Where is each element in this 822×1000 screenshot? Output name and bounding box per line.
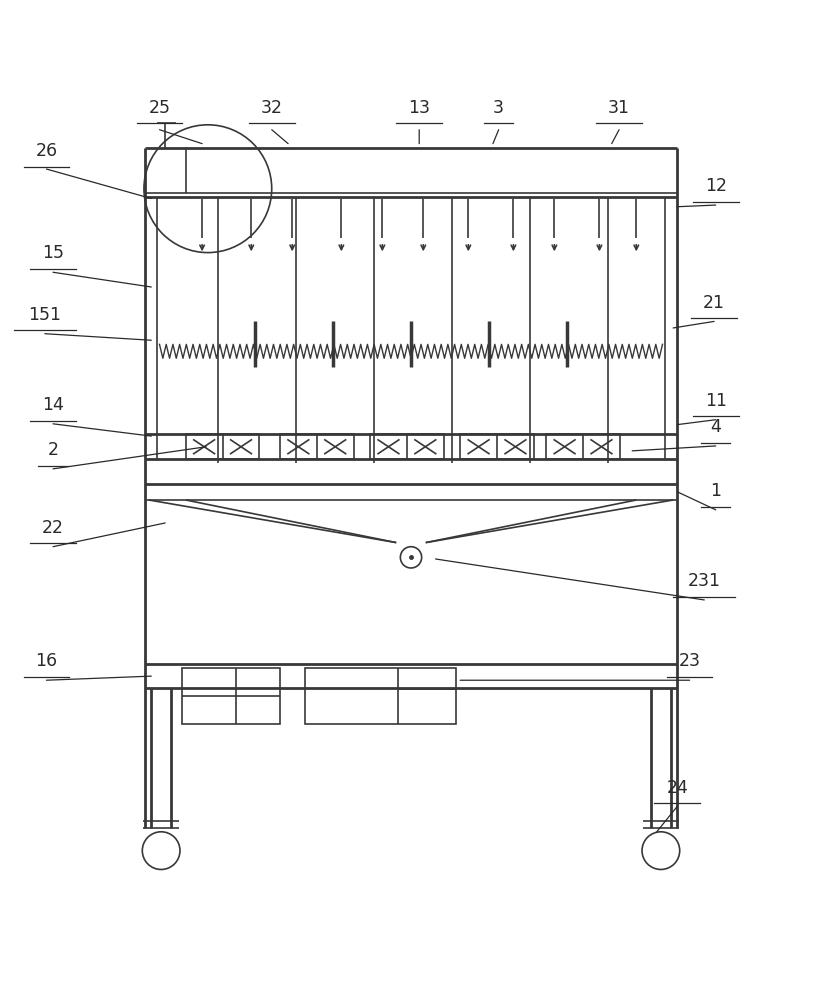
Text: 23: 23: [678, 652, 700, 670]
Text: 13: 13: [409, 99, 430, 117]
Text: 25: 25: [149, 99, 170, 117]
Bar: [304, 668, 456, 724]
Text: 21: 21: [703, 294, 725, 312]
Text: 3: 3: [493, 99, 504, 117]
Text: 15: 15: [42, 244, 64, 262]
Text: 11: 11: [704, 392, 727, 410]
Bar: [460, 434, 533, 459]
Text: 32: 32: [261, 99, 283, 117]
Text: 231: 231: [688, 572, 721, 590]
Text: 31: 31: [608, 99, 630, 117]
Bar: [280, 434, 353, 459]
Text: 151: 151: [28, 306, 62, 324]
Bar: [546, 434, 620, 459]
Bar: [370, 434, 444, 459]
Text: 26: 26: [35, 142, 58, 160]
Text: 2: 2: [48, 441, 58, 459]
Text: 16: 16: [35, 652, 58, 670]
Text: 14: 14: [42, 396, 64, 414]
Bar: [186, 434, 260, 459]
Text: 4: 4: [710, 418, 721, 436]
Text: 12: 12: [704, 177, 727, 195]
Text: 24: 24: [667, 779, 688, 797]
Bar: [182, 668, 280, 724]
Text: 1: 1: [710, 482, 721, 500]
Text: 22: 22: [42, 519, 64, 537]
